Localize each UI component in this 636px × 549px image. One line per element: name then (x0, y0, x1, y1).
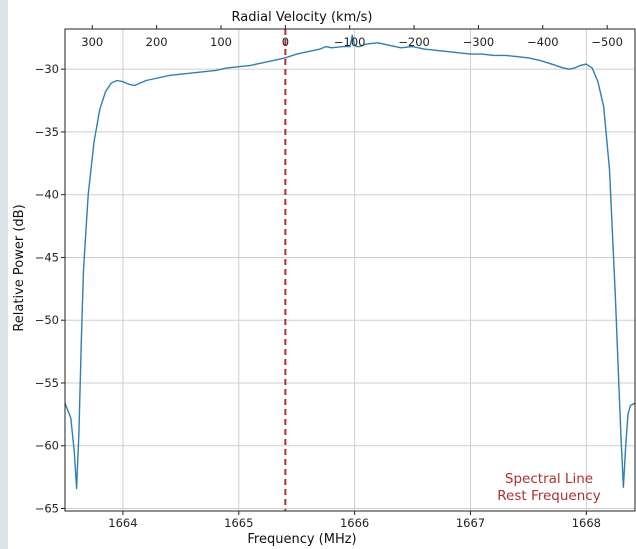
x-tick-label: 1664 (108, 516, 137, 530)
y-tick-label: −60 (35, 439, 59, 453)
top-tick-label: −400 (527, 35, 559, 49)
x-tick-label: 1666 (340, 516, 369, 530)
top-tick-label: −200 (398, 35, 430, 49)
tick-layer: 1664 1665 1666 1667 1668 −30 −35 −40 −45 −50 −55 −6… (35, 25, 623, 530)
top-tick-label: 0 (282, 35, 289, 49)
x-axis-title: Frequency (MHz) (247, 532, 356, 547)
chart-figure: Radial Velocity (km/s) Frequency (MHz) R… (8, 0, 636, 549)
plot-frame (64, 28, 636, 512)
y-tick-label: −40 (35, 188, 59, 202)
y-tick-label: −65 (35, 501, 59, 515)
spectrum-line (64, 34, 636, 490)
spectrum-chart: Radial Velocity (km/s) Frequency (MHz) R… (12, 10, 636, 547)
top-tick-label: −300 (463, 35, 495, 49)
rest-frequency-label-line2: Rest Frequency (497, 488, 600, 504)
y-tick-label: −30 (35, 62, 59, 76)
top-tick-label: −100 (334, 35, 366, 49)
top-tick-label: −500 (591, 35, 623, 49)
grid (65, 29, 635, 511)
y-tick-label: −55 (35, 376, 59, 390)
top-tick-label: 100 (210, 35, 232, 49)
x-tick-label: 1667 (456, 516, 485, 530)
y-axis-title: Relative Power (dB) (12, 204, 27, 331)
x-tick-label: 1665 (224, 516, 253, 530)
top-axis-title: Radial Velocity (km/s) (232, 10, 373, 25)
y-tick-label: −35 (35, 125, 59, 139)
y-tick-label: −50 (35, 313, 59, 327)
x-tick-label: 1668 (572, 516, 601, 530)
top-tick-label: 200 (146, 35, 168, 49)
top-tick-label: 300 (81, 35, 103, 49)
y-tick-label: −45 (35, 250, 59, 264)
rest-frequency-label-line1: Spectral Line (505, 471, 593, 487)
series-layer (64, 34, 636, 490)
